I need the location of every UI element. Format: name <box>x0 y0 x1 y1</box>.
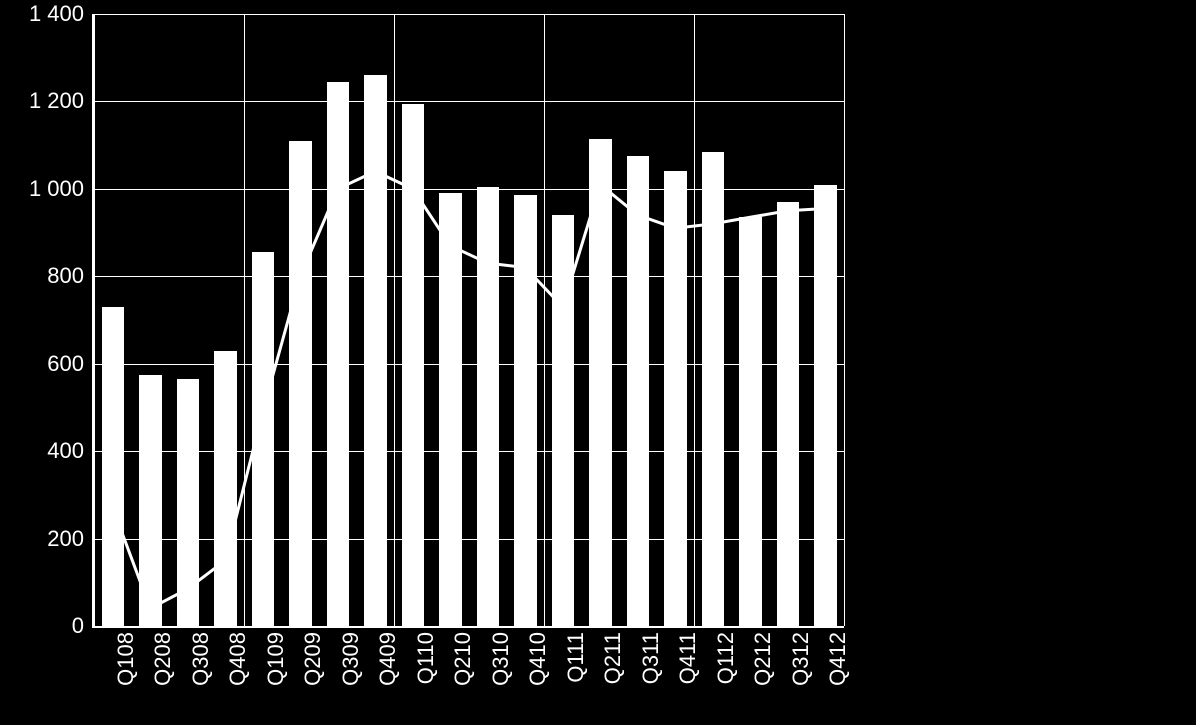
bar <box>214 351 237 626</box>
bar <box>514 195 537 626</box>
bar <box>102 307 125 626</box>
y-axis-label: 0 <box>72 613 84 639</box>
gridline-h <box>94 539 844 540</box>
bar <box>777 202 800 626</box>
gridline-v <box>544 14 545 626</box>
x-axis-label: Q210 <box>450 632 476 686</box>
gridline-v <box>394 14 395 626</box>
bar <box>702 152 725 626</box>
bar <box>364 75 387 626</box>
bar <box>814 185 837 627</box>
x-axis-label: Q212 <box>750 632 776 686</box>
gridline-v <box>694 14 695 626</box>
x-axis-label: Q111 <box>563 632 589 683</box>
x-axis-label: Q208 <box>150 632 176 686</box>
bar <box>739 217 762 626</box>
x-axis-label: Q211 <box>600 632 626 684</box>
x-axis-label: Q309 <box>338 632 364 686</box>
gridline-h <box>94 14 844 15</box>
x-axis-label: Q311 <box>638 632 664 684</box>
x-axis-label: Q310 <box>488 632 514 686</box>
bar <box>177 379 200 626</box>
gridline-h <box>94 101 844 102</box>
gridline-v <box>844 14 845 626</box>
bar <box>139 375 162 626</box>
y-axis-label: 600 <box>47 351 84 377</box>
bar <box>439 193 462 626</box>
gridline-h <box>94 364 844 365</box>
x-axis-label: Q108 <box>113 632 139 686</box>
x-axis-label: Q409 <box>375 632 401 686</box>
x-axis-label: Q308 <box>188 632 214 686</box>
bar <box>627 156 650 626</box>
x-axis-label: Q109 <box>263 632 289 686</box>
bar <box>289 141 312 626</box>
bar <box>664 171 687 626</box>
y-axis-label: 800 <box>47 263 84 289</box>
bar <box>589 139 612 626</box>
bar <box>552 215 575 626</box>
gridline-h <box>94 189 844 190</box>
gridline-h <box>94 276 844 277</box>
bar <box>252 252 275 626</box>
y-axis-label: 400 <box>47 438 84 464</box>
y-axis-label: 1 200 <box>29 88 84 114</box>
plot-area: 02004006008001 0001 2001 400Q108Q208Q308… <box>92 14 844 628</box>
gridline-v <box>94 14 95 626</box>
y-axis-label: 1 400 <box>29 1 84 27</box>
line-series <box>94 14 844 626</box>
x-axis-label: Q312 <box>788 632 814 686</box>
gridline-h <box>94 451 844 452</box>
x-axis-label: Q408 <box>225 632 251 686</box>
x-axis-label: Q410 <box>525 632 551 686</box>
bar <box>477 187 500 626</box>
gridline-v <box>244 14 245 626</box>
y-axis-label: 1 000 <box>29 176 84 202</box>
x-axis-label: Q412 <box>825 632 851 686</box>
x-axis-label: Q110 <box>413 632 439 684</box>
bar <box>402 104 425 626</box>
x-axis-label: Q411 <box>675 632 701 684</box>
bar <box>327 82 350 626</box>
x-axis-label: Q209 <box>300 632 326 686</box>
x-axis-label: Q112 <box>713 632 739 684</box>
y-axis-label: 200 <box>47 526 84 552</box>
